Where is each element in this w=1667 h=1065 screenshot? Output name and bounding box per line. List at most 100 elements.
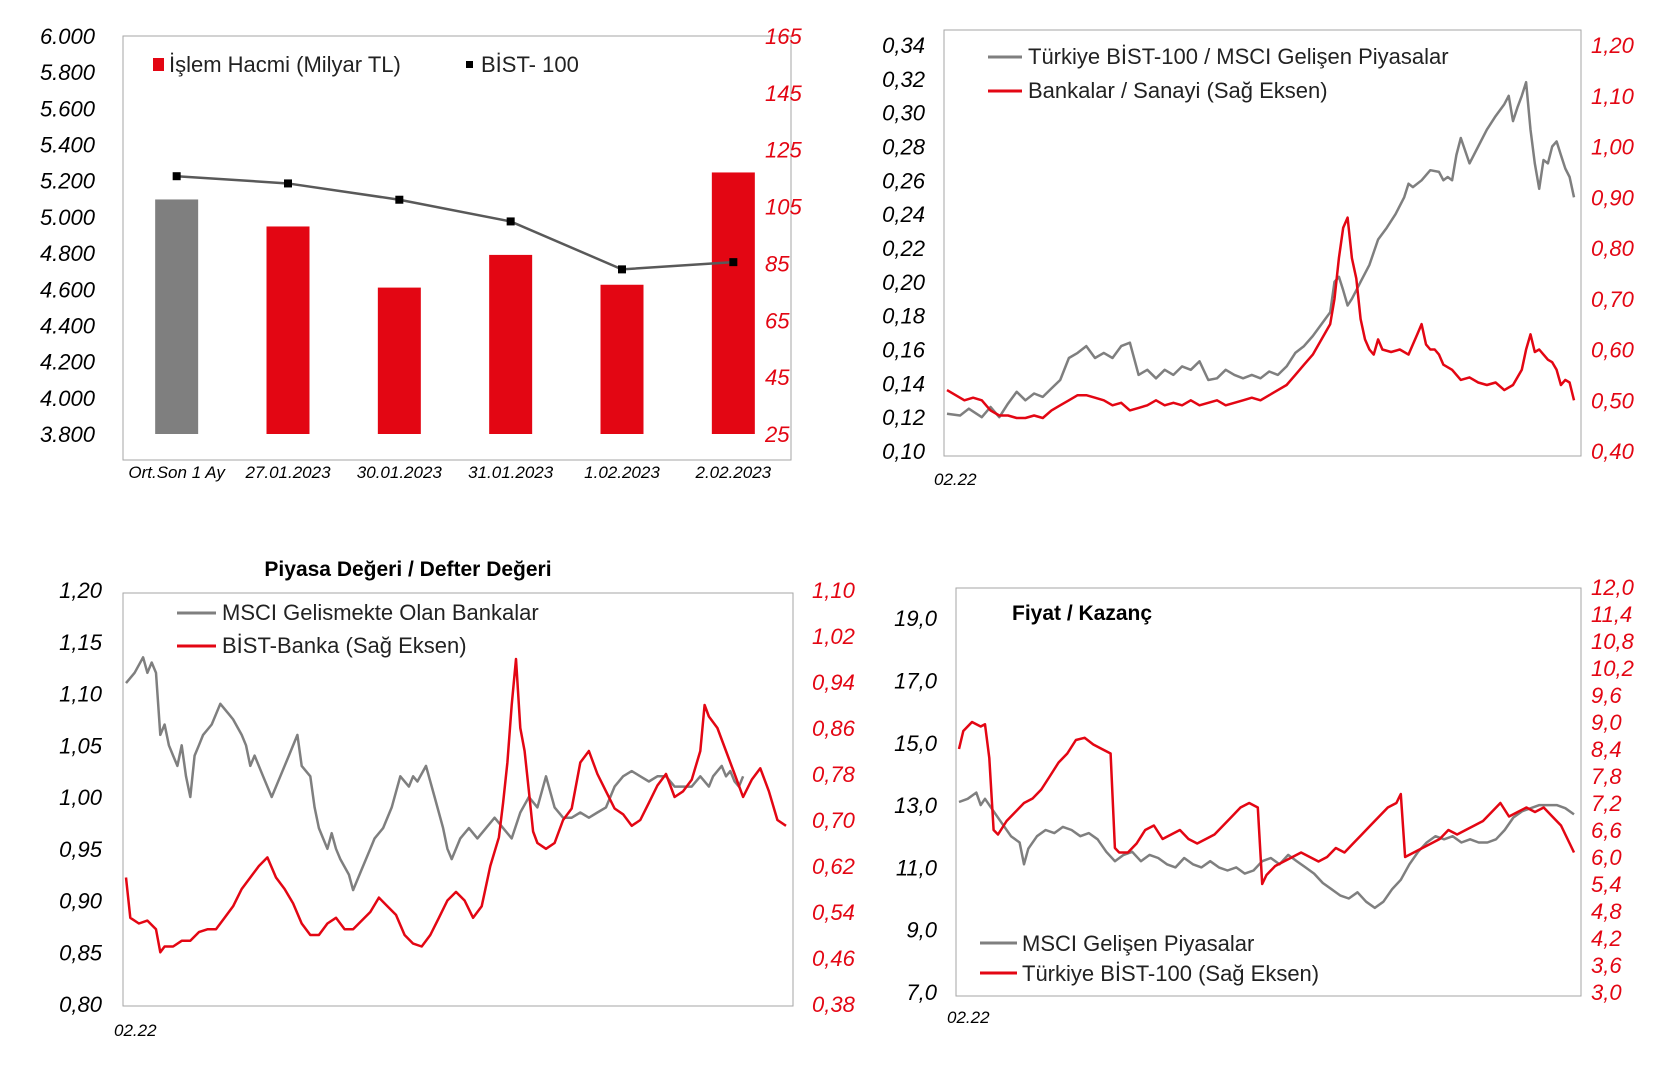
left-tick-label: 4.400 [40,313,96,338]
relative-plot-frame [943,29,1582,457]
right-tick-label: 0,54 [812,900,855,925]
left-tick-label: 0,95 [59,837,103,862]
red-series-line [957,720,1576,886]
red-series-line [124,657,787,954]
pbv-chart-title: Piyasa Değeri / Defter Değeri [264,558,551,581]
right-tick-label: 1,00 [1591,135,1635,160]
left-tick-label: 11,0 [896,855,938,880]
bist100-point [618,265,626,274]
right-tick-label: 3,0 [1591,980,1622,1005]
right-tick-label: 0,62 [812,854,855,879]
right-tick-label: 3,6 [1591,953,1622,978]
right-tick-label: 0,60 [1591,338,1635,363]
legend-label-relative-gray: Türkiye BİST-100 / MSCI Gelişen Piyasala… [1028,44,1449,69]
bist100-point [172,172,181,181]
right-tick-label: 105 [765,195,802,220]
legend-label-volume: İşlem Hacmi (Milyar TL) [169,52,401,77]
legend-label-pbv-gray: MSCI Gelismekte Olan Bankalar [222,600,539,625]
volume-x-tick-label: 27.01.2023 [244,463,331,482]
relative-lines [946,80,1576,420]
left-tick-label: 13,0 [894,793,938,818]
right-tick-label: 0,78 [812,762,856,787]
gray-series-line [946,80,1576,419]
right-tick-label: 6,0 [1591,845,1622,870]
volume-right-axis: 165 145 125 105 85 65 45 25 [764,24,802,447]
volume-plot-frame [122,35,792,461]
right-tick-label: 1,10 [812,578,856,603]
relative-chart: 0,34 0,32 0,30 0,28 0,26 0,24 0,22 0,20 0,18 0,16… [882,29,1635,489]
bist100-line [172,172,738,274]
volume-bar [711,172,755,434]
volume-legend: İşlem Hacmi (Milyar TL) BİST- 100 [153,52,579,77]
right-tick-label: 1,20 [1591,33,1635,58]
right-tick-label: 0,70 [812,808,856,833]
left-tick-label: 17,0 [894,668,938,693]
right-tick-label: 9,0 [1591,710,1622,735]
left-tick-label: 5.400 [40,133,96,158]
volume-bar [266,226,310,434]
left-tick-label: 0,32 [882,67,925,92]
legend-label-relative-red: Bankalar / Sanayi (Sağ Eksen) [1028,78,1328,103]
pbv-legend: MSCI Gelismekte Olan Bankalar BİST-Banka… [177,600,539,658]
left-tick-label: 6.000 [40,24,96,49]
volume-chart: 6.000 5.800 5.600 5.400 5.200 5.000 4.800 4.600… [40,24,803,482]
left-tick-label: 0,28 [882,135,926,160]
volume-x-axis: Ort.Son 1 Ay 27.01.2023 30.01.2023 31.01.20… [128,463,771,482]
left-tick-label: 5.000 [40,205,96,230]
left-tick-label: 1,15 [59,630,103,655]
right-tick-label: 145 [765,81,802,106]
relative-left-axis: 0,34 0,32 0,30 0,28 0,26 0,24 0,22 0,20 0,18 0,16… [882,33,926,464]
volume-bar [155,199,199,434]
right-tick-label: 165 [765,24,802,49]
left-tick-label: 0,16 [882,338,926,363]
right-tick-label: 9,6 [1591,683,1622,708]
volume-left-axis: 6.000 5.800 5.600 5.400 5.200 5.000 4.800 4.600… [40,24,96,447]
right-tick-label: 6,6 [1591,818,1622,843]
left-tick-label: 0,22 [882,236,925,261]
volume-x-tick-label: Ort.Son 1 Ay [128,463,226,482]
legend-label-pe-gray: MSCI Gelişen Piyasalar [1022,931,1254,956]
left-tick-label: 0,85 [59,940,103,965]
legend-label-bist100: BİST- 100 [481,52,579,77]
left-tick-label: 5.600 [40,96,96,121]
volume-bar [377,287,421,434]
pbv-right-axis: 1,10 1,02 0,94 0,86 0,78 0,70 0,62 0,54 0,46 0,38 [812,578,856,1017]
left-tick-label: 0,30 [882,101,926,126]
right-tick-label: 1,10 [1591,84,1635,109]
pe-x-start-label: 02.22 [947,1008,990,1027]
pe-left-axis: 19,0 17,0 15,0 13,0 11,0 9,0 7,0 [894,606,938,1005]
volume-bars [155,172,755,434]
pe-lines [957,720,1576,910]
pe-chart: Fiyat / Kazanç 19,0 17,0 15,0 13,0 11,0 9,0 7,… [894,575,1634,1027]
left-tick-label: 5.200 [40,169,96,194]
left-tick-label: 0,18 [882,304,926,329]
left-tick-label: 5.800 [40,60,96,85]
pbv-x-start-label: 02.22 [114,1021,157,1040]
right-tick-label: 4,2 [1591,926,1622,951]
volume-bar [489,254,533,434]
pe-plot-frame [955,587,1582,997]
right-tick-label: 0,70 [1591,287,1635,312]
legend-label-pe-red: Türkiye BİST-100 (Sağ Eksen) [1022,961,1319,986]
right-tick-label: 7,2 [1591,791,1622,816]
left-tick-label: 0,90 [59,889,103,914]
right-tick-label: 25 [764,422,790,447]
right-tick-label: 125 [765,138,802,163]
relative-right-axis: 1,20 1,10 1,00 0,90 0,80 0,70 0,60 0,50 0,40 [1591,33,1635,464]
right-tick-label: 45 [765,365,790,390]
left-tick-label: 0,14 [882,371,925,396]
left-tick-label: 0,26 [882,168,926,193]
gray-series-line [125,656,745,892]
left-tick-label: 19,0 [894,606,938,631]
right-tick-label: 0,86 [812,716,856,741]
bist100-polyline [176,174,734,271]
right-tick-label: 0,38 [812,992,856,1017]
relative-legend: Türkiye BİST-100 / MSCI Gelişen Piyasala… [988,44,1449,103]
right-tick-label: 85 [765,251,790,276]
right-tick-label: 5,4 [1591,872,1622,897]
left-tick-label: 3.800 [40,422,96,447]
right-tick-label: 0,90 [1591,185,1635,210]
volume-x-tick-label: 2.02.2023 [695,463,772,482]
relative-x-start-label: 02.22 [934,470,977,489]
